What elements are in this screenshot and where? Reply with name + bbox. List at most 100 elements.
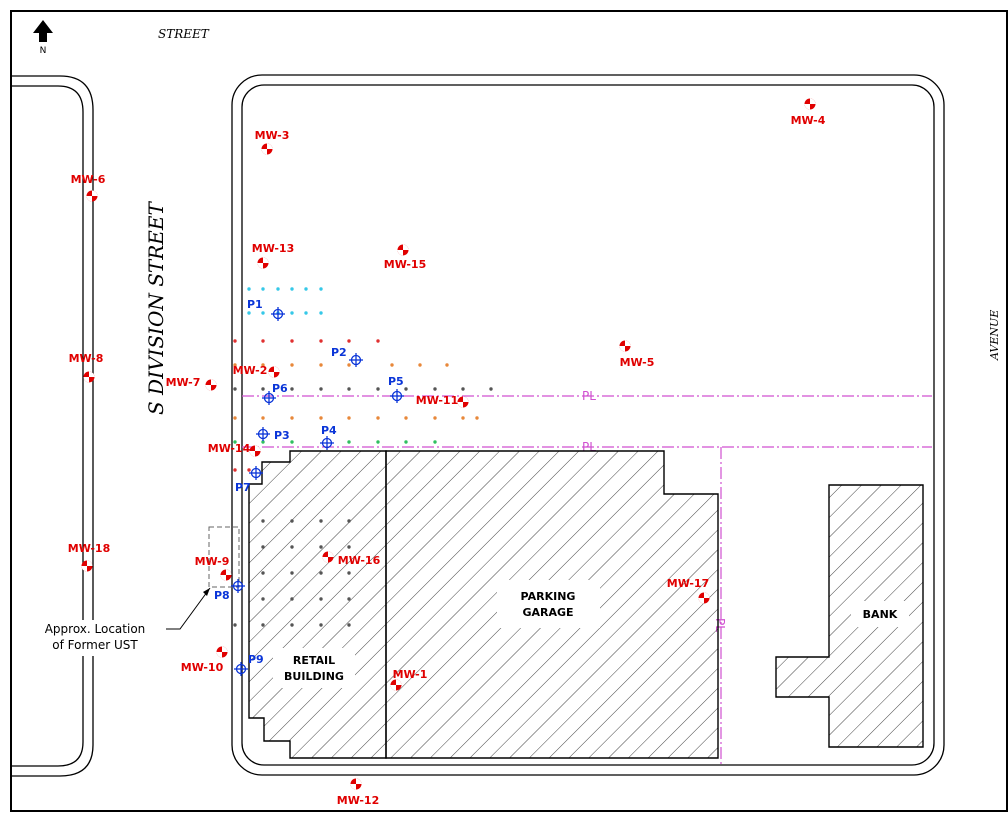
- grid-sample-dot: [290, 339, 294, 343]
- grid-sample-dot: [233, 623, 237, 627]
- grid-sample-dot: [433, 387, 437, 391]
- grid-sample-dot: [233, 416, 237, 420]
- grid-sample-dot: [461, 416, 465, 420]
- west-block-curb: [12, 75, 94, 777]
- monitoring-well: MW-16: [322, 551, 381, 567]
- sampling-grid: [233, 287, 493, 627]
- grid-sample-dot: [418, 363, 422, 367]
- grid-sample-dot: [347, 519, 351, 523]
- probe-label: P1: [247, 298, 263, 311]
- monitoring-well: MW-2: [233, 364, 280, 378]
- probe-symbol-icon: [320, 436, 334, 450]
- well-symbol-icon: [322, 551, 334, 563]
- bank-label: BANK: [863, 608, 898, 621]
- ust-leader-line: [163, 587, 211, 630]
- well-label: MW-18: [68, 542, 110, 555]
- grid-sample-dot: [461, 387, 465, 391]
- grid-sample-dot: [233, 440, 237, 444]
- grid-sample-dot: [347, 623, 351, 627]
- probe-label: P6: [272, 382, 288, 395]
- grid-sample-dot: [233, 468, 237, 472]
- monitoring-well: MW-5: [619, 340, 654, 369]
- grid-sample-dot: [261, 623, 265, 627]
- grid-sample-dot: [290, 519, 294, 523]
- soil-probe: P2: [331, 346, 363, 367]
- probe-symbol-icon: [262, 391, 276, 405]
- grid-sample-dot: [404, 416, 408, 420]
- grid-sample-dot: [290, 387, 294, 391]
- grid-sample-dot: [445, 363, 449, 367]
- well-label: MW-17: [667, 577, 709, 590]
- monitoring-well: MW-11: [416, 394, 469, 408]
- well-label: MW-4: [791, 114, 826, 127]
- grid-sample-dot: [261, 287, 265, 291]
- grid-sample-dot: [290, 440, 294, 444]
- well-label: MW-12: [337, 794, 379, 807]
- grid-sample-dot: [233, 339, 237, 343]
- grid-sample-dot: [233, 387, 237, 391]
- parking-label-line2: GARAGE: [522, 606, 573, 619]
- well-label: MW-2: [233, 364, 268, 377]
- north-label: N: [40, 46, 47, 56]
- grid-sample-dot: [261, 416, 265, 420]
- well-symbol-icon: [257, 257, 269, 269]
- probe-label: P5: [388, 375, 404, 388]
- grid-sample-dot: [261, 545, 265, 549]
- grid-sample-dot: [433, 440, 437, 444]
- well-symbol-icon: [268, 366, 280, 378]
- grid-sample-dot: [247, 311, 251, 315]
- well-symbol-icon: [397, 244, 409, 256]
- grid-sample-dot: [390, 363, 394, 367]
- grid-sample-dot: [261, 363, 265, 367]
- grid-sample-dot: [376, 387, 380, 391]
- soil-probes: P1 P2 P3 P4 P5 P6 P7 P8 P9: [214, 298, 404, 676]
- well-symbol-icon: [216, 646, 228, 658]
- soil-probe: P9: [234, 653, 264, 676]
- grid-sample-dot: [319, 416, 323, 420]
- grid-sample-dot: [433, 416, 437, 420]
- monitoring-well: MW-9: [195, 555, 232, 581]
- probe-symbol-icon: [231, 579, 245, 593]
- grid-sample-dot: [304, 287, 308, 291]
- probe-label: P4: [321, 424, 337, 437]
- ust-leader-arrow-icon: [203, 588, 210, 596]
- grid-sample-dot: [290, 311, 294, 315]
- soil-probe: P6: [262, 382, 288, 405]
- grid-sample-dot: [261, 311, 265, 315]
- grid-sample-dot: [347, 571, 351, 575]
- grid-sample-dot: [319, 387, 323, 391]
- retail-label-line2: BUILDING: [284, 670, 344, 683]
- ust-note-line1: Approx. Location: [45, 622, 146, 636]
- well-label: MW-15: [384, 258, 426, 271]
- grid-sample-dot: [319, 311, 323, 315]
- grid-sample-dot: [261, 440, 265, 444]
- grid-sample-dot: [290, 571, 294, 575]
- probe-symbol-icon: [234, 662, 248, 676]
- grid-sample-dot: [261, 519, 265, 523]
- grid-sample-dot: [247, 468, 251, 472]
- retail-building: [248, 450, 387, 759]
- grid-sample-dot: [404, 440, 408, 444]
- well-symbol-icon: [249, 445, 261, 457]
- well-symbol-icon: [220, 569, 232, 581]
- well-symbol-icon: [261, 143, 273, 155]
- soil-probe: P7: [235, 466, 263, 494]
- grid-sample-dot: [290, 623, 294, 627]
- grid-sample-dot: [247, 287, 251, 291]
- top-street-label: STREET: [158, 27, 210, 41]
- grid-sample-dot: [347, 597, 351, 601]
- grid-sample-dot: [233, 363, 237, 367]
- probe-label: P9: [248, 653, 264, 666]
- right-street-label: AVENUE: [988, 310, 1001, 361]
- well-label: MW-10: [181, 661, 224, 674]
- grid-sample-dot: [319, 623, 323, 627]
- grid-sample-dot: [404, 387, 408, 391]
- property-line-symbol: PL: [582, 389, 596, 403]
- well-symbol-icon: [83, 371, 95, 383]
- soil-probe: P5: [388, 375, 404, 403]
- north-arrow-icon: N: [33, 20, 53, 56]
- grid-sample-dot: [261, 597, 265, 601]
- grid-sample-dot: [304, 311, 308, 315]
- former-ust-outline: [208, 526, 240, 588]
